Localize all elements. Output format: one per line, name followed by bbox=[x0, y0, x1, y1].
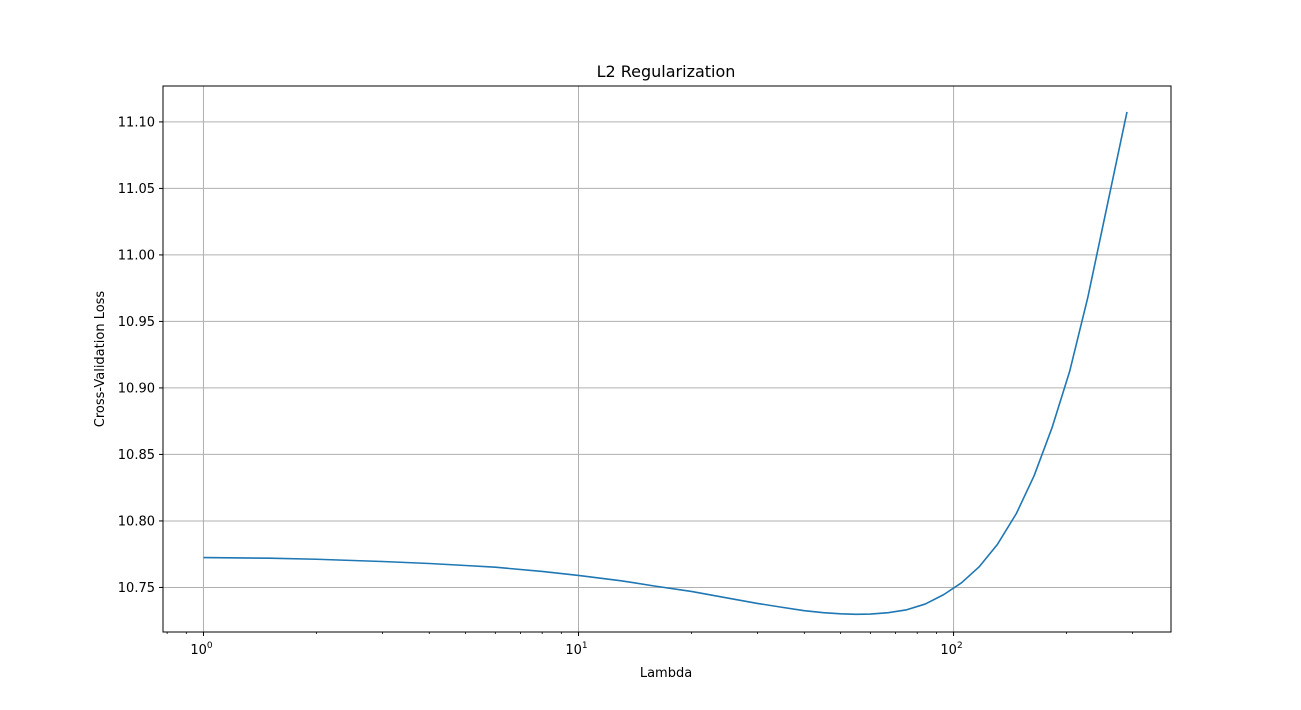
series-layer bbox=[203, 111, 1128, 616]
y-tick-label: 11.00 bbox=[118, 248, 155, 263]
grid-lines bbox=[163, 86, 1171, 632]
chart-title: L2 Regularization bbox=[597, 62, 736, 81]
plot-frame bbox=[162, 85, 1172, 633]
y-tick-label: 10.80 bbox=[118, 514, 155, 529]
y-tick-label: 10.85 bbox=[118, 448, 155, 463]
x-tick-label: 101 bbox=[565, 641, 587, 658]
y-tick-label: 11.05 bbox=[118, 182, 155, 197]
x-tick-label: 102 bbox=[940, 641, 962, 658]
y-tick-label: 10.90 bbox=[118, 381, 155, 396]
loss-curve-line bbox=[203, 111, 1128, 616]
y-tick-label: 10.95 bbox=[118, 315, 155, 330]
x-tick-label: 100 bbox=[190, 641, 213, 658]
y-tick-label: 11.10 bbox=[118, 115, 155, 130]
y-tick-label: 10.75 bbox=[118, 581, 155, 596]
y-axis-label: Cross-Validation Loss bbox=[93, 291, 108, 428]
y-tick-labels: 10.75 10.80 10.85 10.90 10.95 11.00 11.05 11.10 bbox=[118, 115, 155, 596]
x-tick-labels: 100 101 102 bbox=[190, 641, 962, 658]
tick-marks bbox=[159, 121, 1133, 636]
x-axis-label: Lambda bbox=[640, 666, 692, 681]
